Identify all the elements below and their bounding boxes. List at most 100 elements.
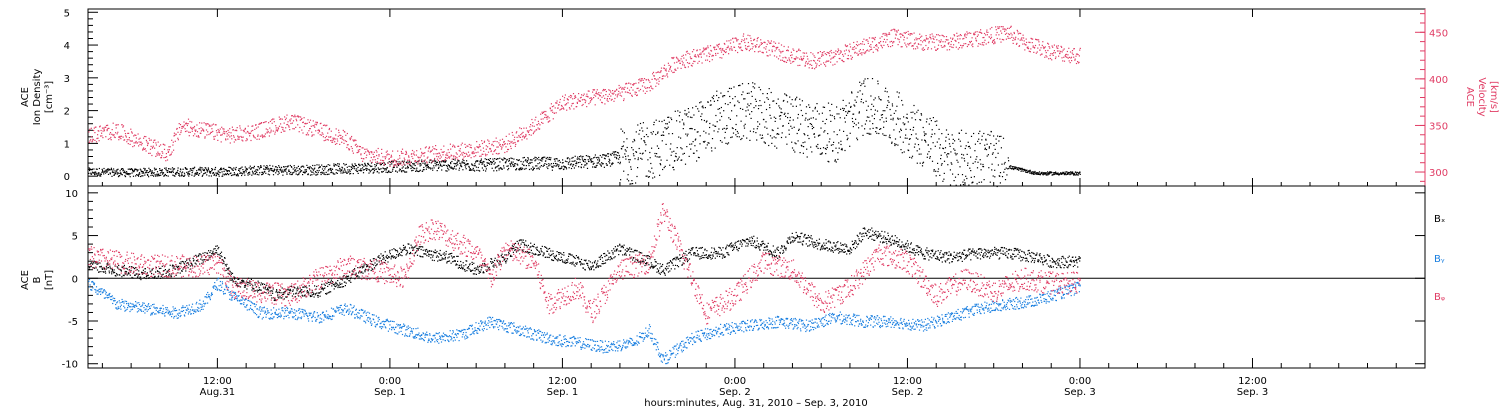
density-point: [1010, 165, 1011, 166]
density-point: [932, 161, 933, 162]
density-point: [945, 147, 946, 148]
by-point: [119, 300, 120, 301]
density-point: [641, 159, 642, 160]
velocity-point: [619, 85, 620, 86]
velocity-point: [1066, 54, 1067, 55]
velocity-point: [132, 140, 133, 141]
velocity-point: [155, 142, 156, 143]
velocity-point: [360, 146, 361, 147]
velocity-point: [375, 159, 376, 160]
density-point: [184, 175, 185, 176]
velocity-point: [880, 41, 881, 42]
density-point: [318, 164, 319, 165]
density-point: [647, 159, 648, 160]
velocity-point: [975, 38, 976, 39]
density-point: [513, 159, 514, 160]
velocity-point: [825, 66, 826, 67]
velocity-point: [1002, 29, 1003, 30]
velocity-point: [622, 87, 623, 88]
velocity-point: [282, 119, 283, 120]
density-point: [939, 147, 940, 148]
velocity-point: [285, 119, 286, 120]
velocity-point: [749, 35, 750, 36]
velocity-point: [261, 122, 262, 123]
density-point: [152, 170, 153, 171]
density-point: [790, 103, 791, 104]
velocity-point: [1072, 53, 1073, 54]
velocity-point: [673, 57, 674, 58]
density-point: [779, 116, 780, 117]
density-point: [1003, 172, 1004, 173]
density-point: [768, 145, 769, 146]
density-point: [965, 148, 966, 149]
density-point: [586, 155, 587, 156]
density-point: [673, 151, 674, 152]
velocity-point: [518, 135, 519, 136]
velocity-point: [109, 138, 110, 139]
velocity-point: [136, 137, 137, 138]
density-point: [1032, 173, 1033, 174]
density-point: [761, 138, 762, 139]
density-point: [321, 174, 322, 175]
density-point: [509, 160, 510, 161]
density-point: [1066, 171, 1067, 172]
density-point: [450, 167, 451, 168]
density-point: [670, 148, 671, 149]
density-point: [609, 159, 610, 160]
density-point: [769, 104, 770, 105]
velocity-point: [528, 132, 529, 133]
density-point: [1008, 160, 1009, 161]
density-point: [981, 139, 982, 140]
velocity-point: [766, 46, 767, 47]
velocity-point: [123, 125, 124, 126]
velocity-point: [506, 151, 507, 152]
density-point: [592, 166, 593, 167]
density-point: [947, 164, 948, 165]
velocity-point: [962, 45, 963, 46]
velocity-point: [118, 124, 119, 125]
density-point: [912, 112, 913, 113]
density-point: [166, 175, 167, 176]
density-point: [728, 142, 729, 143]
density-point: [693, 114, 694, 115]
density-point: [759, 100, 760, 101]
density-point: [532, 159, 533, 160]
density-point: [396, 167, 397, 168]
velocity-point: [752, 43, 753, 44]
density-point: [677, 110, 678, 111]
density-point: [211, 175, 212, 176]
velocity-point: [889, 32, 890, 33]
density-point: [450, 163, 451, 164]
density-point: [114, 174, 115, 175]
density-point: [272, 166, 273, 167]
density-point: [631, 147, 632, 148]
velocity-point: [263, 136, 264, 137]
velocity-point: [936, 50, 937, 51]
velocity-point: [870, 44, 871, 45]
velocity-point: [626, 83, 627, 84]
velocity-point: [819, 65, 820, 66]
velocity-point: [405, 151, 406, 152]
density-point: [248, 175, 249, 176]
velocity-point: [936, 39, 937, 40]
density-point: [811, 118, 812, 119]
velocity-point: [845, 53, 846, 54]
density-point: [625, 149, 626, 150]
velocity-point: [568, 96, 569, 97]
density-point: [904, 151, 905, 152]
density-point: [237, 173, 238, 174]
density-point: [724, 128, 725, 129]
density-point: [924, 133, 925, 134]
density-point: [674, 160, 675, 161]
density-point: [622, 131, 623, 132]
density-point: [979, 131, 980, 132]
field-panel-frame: [88, 186, 1425, 368]
velocity-point: [213, 136, 214, 137]
velocity-point: [777, 47, 778, 48]
velocity-point: [1078, 62, 1079, 63]
velocity-point: [829, 51, 830, 52]
density-point: [737, 101, 738, 102]
density-point: [245, 170, 246, 171]
density-point: [634, 140, 635, 141]
velocity-point: [1004, 31, 1005, 32]
